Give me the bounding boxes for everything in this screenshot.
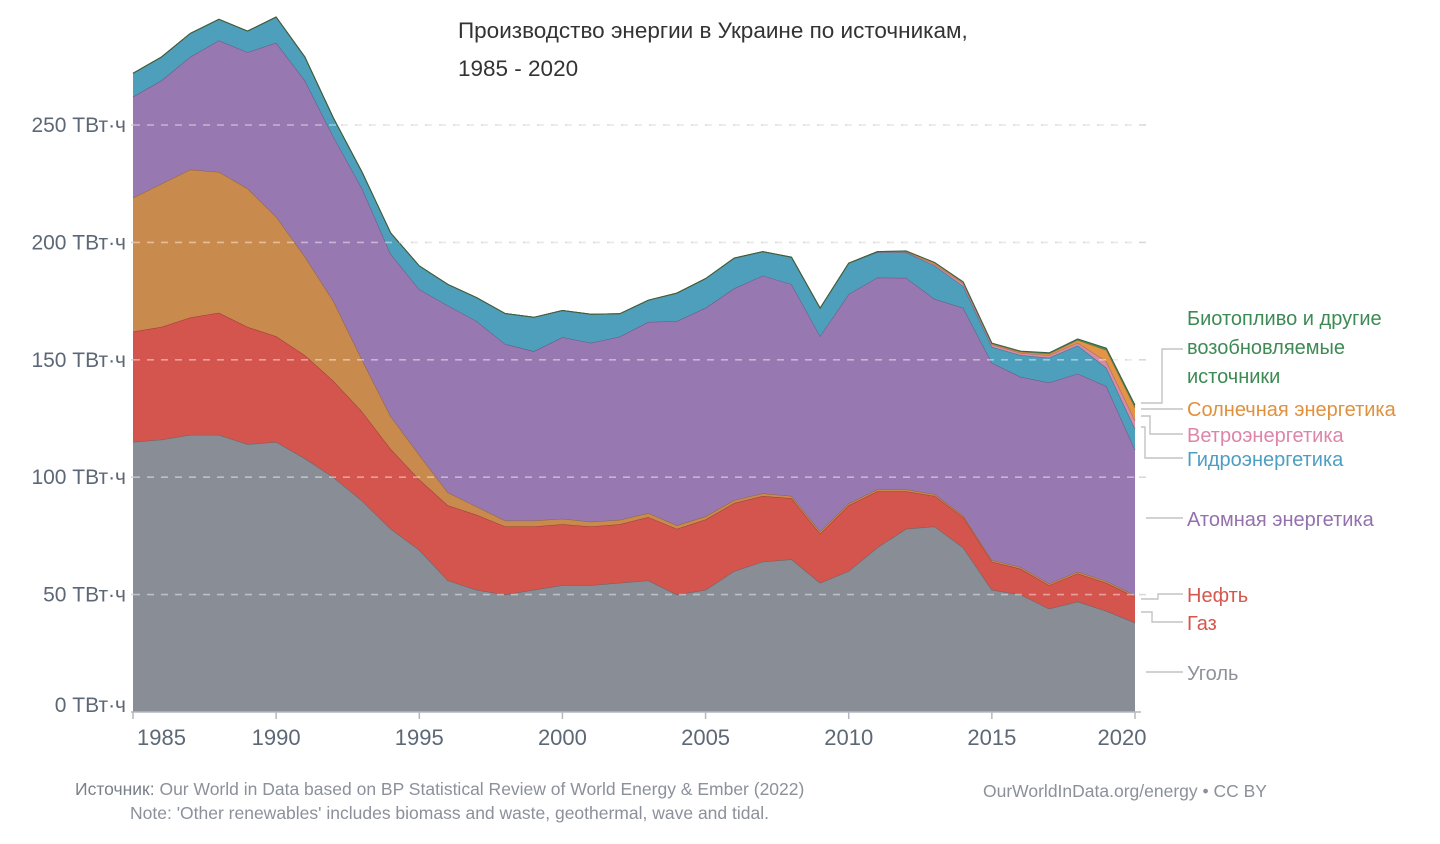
leader-biofuel	[1141, 348, 1183, 404]
x-axis-label-2000: 2000	[538, 725, 587, 750]
source-line: Источник: Our World in Data based on BP …	[75, 779, 804, 800]
leader-hydro	[1141, 426, 1183, 459]
chart-title-line1: Производство энергии в Украине по источн…	[458, 18, 968, 43]
legend-item-wind[interactable]: Ветроэнергетика	[1187, 425, 1344, 447]
site-credit[interactable]: OurWorldInData.org/energy • CC BY	[983, 781, 1267, 801]
x-axis-label-2015: 2015	[967, 725, 1016, 750]
y-axis-label-250: 250 ТВт·ч	[31, 114, 126, 137]
x-axis-label-2010: 2010	[824, 725, 873, 750]
legend-item-nuclear[interactable]: Атомная энергетика	[1187, 509, 1374, 531]
legend-item-biofuel[interactable]: Биотопливо и другие возобновляемые источ…	[1187, 308, 1382, 388]
legend-item-coal[interactable]: Уголь	[1187, 663, 1239, 685]
area-top-edge-biofuel	[132, 16, 1136, 406]
legend-item-oil[interactable]: Нефть	[1187, 585, 1249, 607]
legend-leader-lines	[1141, 348, 1183, 673]
chart-title-line2: 1985 - 2020	[458, 56, 579, 81]
area-nuclear	[133, 40, 1135, 596]
stacked-area-plot[interactable]: 0 ТВт·ч 50 ТВт·ч 100 ТВт·ч 150 ТВт·ч 200 ТВт…	[0, 0, 1440, 760]
source-label: Источник:	[75, 779, 155, 799]
y-axis-label-100: 100 ТВт·ч	[31, 466, 126, 489]
area-series-group	[132, 16, 1136, 712]
y-axis-label-0: 0 ТВт·ч	[55, 694, 126, 717]
y-axis-label-200: 200 ТВт·ч	[31, 231, 126, 254]
leader-wind	[1141, 415, 1183, 435]
area-gas	[133, 312, 1135, 623]
source-text: Our World in Data based on BP Statistica…	[159, 779, 805, 799]
note-line: Note: 'Other renewables' includes biomas…	[130, 803, 769, 823]
area-coal	[133, 434, 1135, 712]
x-axis-label-2020: 2020	[1098, 725, 1147, 750]
x-axis-label-1990: 1990	[252, 725, 301, 750]
legend: Биотопливо и другие возобновляемые источ…	[1187, 308, 1396, 685]
y-axis-label-50: 50 ТВт·ч	[43, 584, 126, 607]
leader-oil	[1141, 593, 1183, 600]
legend-item-hydro[interactable]: Гидроэнергетика	[1187, 449, 1344, 471]
axes: 0 ТВт·ч 50 ТВт·ч 100 ТВт·ч 150 ТВт·ч 200 ТВт…	[31, 114, 1146, 750]
y-axis-label-150: 150 ТВт·ч	[31, 349, 126, 372]
x-axis-label-1995: 1995	[395, 725, 444, 750]
legend-item-gas[interactable]: Газ	[1187, 613, 1217, 635]
legend-item-solar[interactable]: Солнечная энергетика	[1187, 399, 1396, 421]
leader-gas	[1141, 611, 1183, 623]
area-top-edge-gas	[132, 312, 1136, 598]
x-axis-label-1985: 1985	[137, 725, 186, 750]
x-axis-label-2005: 2005	[681, 725, 730, 750]
chart-title: Производство энергии в Украине по источн…	[458, 12, 968, 88]
area-oil	[133, 169, 1135, 597]
